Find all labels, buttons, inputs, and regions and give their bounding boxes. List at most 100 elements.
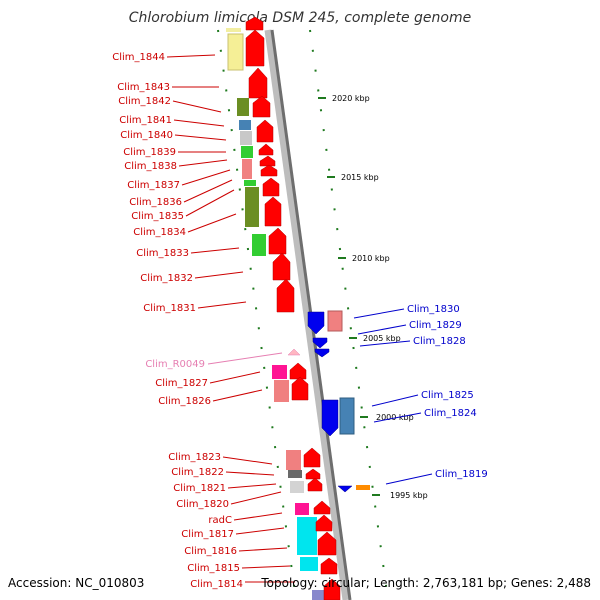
feature-box[interactable] [226, 28, 241, 32]
gene-label[interactable]: Clim_1833 [136, 248, 189, 259]
gene-label[interactable]: Clim_1823 [168, 452, 221, 463]
rna-arrow[interactable] [287, 348, 301, 356]
gene-arrow[interactable] [245, 29, 265, 67]
gene-label[interactable]: Clim_1831 [143, 303, 196, 314]
kbp-markers: 2020 kbp 2015 kbp 2010 kbp 2005 kbp 2000… [318, 94, 428, 500]
reverse-strand-arrows [307, 311, 353, 493]
gene-arrow[interactable] [268, 227, 287, 255]
gene-arrow[interactable] [323, 578, 341, 600]
gene-arrow[interactable] [259, 155, 276, 167]
reverse-strand-features [327, 310, 370, 490]
feature-box[interactable] [252, 234, 266, 256]
feature-box[interactable] [339, 397, 355, 435]
feature-box[interactable] [237, 98, 249, 116]
gene-label[interactable]: Clim_1834 [133, 227, 186, 238]
gene-arrow[interactable] [303, 447, 321, 468]
gene-arrow[interactable] [245, 16, 264, 31]
gene-arrow[interactable] [307, 311, 325, 335]
reverse-gene-labels: Clim_1830 Clim_1829 Clim_1828 Clim_1825 … [353, 304, 488, 485]
gene-label[interactable]: Clim_1841 [119, 115, 172, 126]
gene-label[interactable]: Clim_1819 [435, 469, 488, 480]
gene-label[interactable]: Clim_1824 [424, 408, 477, 419]
gene-label[interactable]: Clim_1836 [129, 197, 182, 208]
feature-box[interactable] [297, 517, 317, 555]
gene-label[interactable]: Clim_1838 [124, 161, 177, 172]
gene-label[interactable]: Clim_1816 [184, 546, 237, 557]
gene-arrow[interactable] [289, 362, 307, 380]
gene-arrow[interactable] [320, 557, 338, 575]
gene-label[interactable]: Clim_1828 [413, 336, 466, 347]
feature-box[interactable] [288, 470, 302, 478]
kbp-label: 1995 kbp [390, 491, 428, 500]
feature-box[interactable] [227, 33, 244, 71]
gene-label[interactable]: Clim_1839 [123, 147, 176, 158]
map-title: Chlorobium limicola DSM 245, complete ge… [129, 10, 472, 26]
gene-label[interactable]: Clim_1827 [155, 378, 208, 389]
feature-box[interactable] [245, 187, 259, 227]
gene-label[interactable]: Clim_1817 [181, 529, 234, 540]
feature-box[interactable] [295, 503, 309, 515]
gene-arrow[interactable] [312, 337, 328, 349]
forward-strand-arrows [245, 16, 341, 600]
gene-label[interactable]: Clim_1837 [127, 180, 180, 191]
feature-box[interactable] [241, 146, 253, 158]
gene-label[interactable]: Clim_1842 [118, 96, 171, 107]
gene-arrow[interactable] [337, 485, 353, 493]
gene-label[interactable]: Clim_1835 [131, 211, 184, 222]
gene-label[interactable]: Clim_1840 [120, 130, 173, 141]
gene-arrow[interactable] [248, 67, 268, 99]
feature-box[interactable] [286, 450, 301, 470]
gene-arrow[interactable] [305, 468, 321, 480]
gene-label[interactable]: Clim_1843 [117, 82, 170, 93]
gene-arrow[interactable] [276, 278, 295, 313]
feature-box[interactable] [312, 590, 328, 600]
feature-box[interactable] [274, 380, 289, 402]
gene-arrow[interactable] [315, 514, 333, 532]
gene-arrow[interactable] [314, 348, 330, 358]
gene-label[interactable]: Clim_1825 [421, 390, 474, 401]
feature-box[interactable] [327, 310, 343, 332]
forward-gene-labels: Clim_1844 Clim_1843 Clim_1842 Clim_1841 … [112, 52, 295, 590]
gene-label[interactable]: Clim_1821 [173, 483, 226, 494]
gene-arrow[interactable] [317, 531, 337, 556]
chromosome-backbone [264, 29, 350, 600]
gene-label[interactable]: Clim_1829 [409, 320, 462, 331]
gene-arrow[interactable] [258, 143, 274, 156]
gene-label[interactable]: radC [208, 515, 232, 526]
feature-box[interactable] [272, 365, 287, 379]
gene-label[interactable]: Clim_1820 [176, 499, 229, 510]
gene-arrow[interactable] [262, 177, 280, 197]
feature-box[interactable] [356, 485, 370, 490]
gene-arrow[interactable] [260, 164, 278, 177]
rna-label[interactable]: Clim_R0049 [145, 359, 205, 370]
feature-box[interactable] [244, 180, 256, 186]
gene-arrow[interactable] [272, 252, 291, 281]
feature-box[interactable] [239, 120, 251, 130]
gene-arrow[interactable] [307, 477, 323, 492]
gene-label[interactable]: Clim_1815 [187, 563, 240, 574]
kbp-label: 2015 kbp [341, 173, 379, 182]
gene-arrow[interactable] [321, 399, 339, 437]
gene-arrow[interactable] [256, 119, 274, 143]
gene-label[interactable]: Clim_1844 [112, 52, 165, 63]
topology-summary: Topology: circular; Length: 2,763,181 bp… [260, 576, 591, 590]
gene-label[interactable]: Clim_1822 [171, 467, 224, 478]
gene-arrow[interactable] [252, 95, 271, 118]
gene-arrow[interactable] [264, 196, 282, 227]
gene-arrow[interactable] [313, 500, 331, 515]
gene-label[interactable]: Clim_1830 [407, 304, 460, 315]
feature-box[interactable] [290, 481, 304, 493]
feature-box[interactable] [300, 557, 318, 571]
kbp-label: 2020 kbp [332, 94, 370, 103]
kbp-label: 2005 kbp [363, 334, 401, 343]
feature-box[interactable] [240, 131, 252, 145]
gene-label[interactable]: Clim_1826 [158, 396, 211, 407]
forward-feature-boxes [226, 28, 328, 600]
gene-label[interactable]: Clim_1832 [140, 273, 193, 284]
gene-label[interactable]: Clim_1814 [190, 579, 243, 590]
feature-box[interactable] [242, 159, 252, 179]
gene-arrow[interactable] [291, 376, 309, 401]
accession-text: Accession: NC_010803 [8, 576, 144, 590]
